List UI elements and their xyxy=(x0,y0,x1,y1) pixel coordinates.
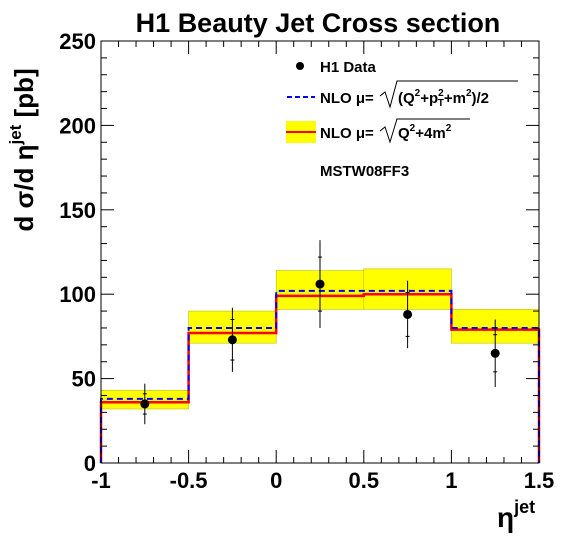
y-tick-label: 250 xyxy=(59,29,96,54)
y-tick-label: 150 xyxy=(59,198,96,223)
legend-label-data: H1 Data xyxy=(320,59,377,76)
legend-sqrt-red xyxy=(379,118,470,144)
data-point xyxy=(140,399,150,409)
x-axis-label: ηjet xyxy=(497,497,535,533)
nlo-blue-line xyxy=(100,289,540,463)
y-tick-label: 0 xyxy=(84,451,96,476)
data-point xyxy=(490,348,500,358)
data-point xyxy=(403,309,413,319)
y-axis-label-main: d σ/d η xyxy=(9,145,39,232)
x-tick-label: 0 xyxy=(270,468,282,493)
chart-title: H1 Beauty Jet Cross section xyxy=(136,8,501,38)
legend: H1 Data NLO μ= (Q2+p2 T+m2)/2 NLO μ= Q2+4… xyxy=(286,59,518,180)
data-point xyxy=(227,335,237,345)
legend-marker-data xyxy=(296,62,304,70)
y-tick-label: 100 xyxy=(59,282,96,307)
annotation-pdf: MSTW08FF3 xyxy=(320,163,409,180)
data-point xyxy=(315,279,325,289)
x-tick-label: 0.5 xyxy=(349,468,380,493)
legend-sqrt-blue xyxy=(379,80,518,109)
y-axis-label-sup: jet xyxy=(6,124,25,145)
axis-ticks: -1 -0.5 0 0.5 1 1.5 0 50 100 150 200 250 xyxy=(59,29,554,493)
data-points xyxy=(140,240,500,425)
x-axis-label-sup: jet xyxy=(513,497,535,517)
y-axis-label: d σ/d ηjet [pb] xyxy=(6,68,39,231)
x-tick-label: -1 xyxy=(91,468,111,493)
y-axis-label-unit: [pb] xyxy=(9,68,39,117)
x-tick-label: 1 xyxy=(445,468,457,493)
x-tick-label: -0.5 xyxy=(170,468,208,493)
x-axis-label-base: η xyxy=(497,502,514,533)
y-tick-label: 200 xyxy=(59,113,96,138)
legend-label-blue: NLO μ= (Q2+p2 T+m2)/2 xyxy=(320,88,489,109)
x-tick-label: 1.5 xyxy=(524,468,555,493)
plot-frame xyxy=(100,40,540,464)
legend-label-red: NLO μ= Q2+4m2 xyxy=(320,123,452,142)
y-tick-label: 50 xyxy=(72,367,96,392)
nlo-blue-histogram xyxy=(100,289,540,463)
